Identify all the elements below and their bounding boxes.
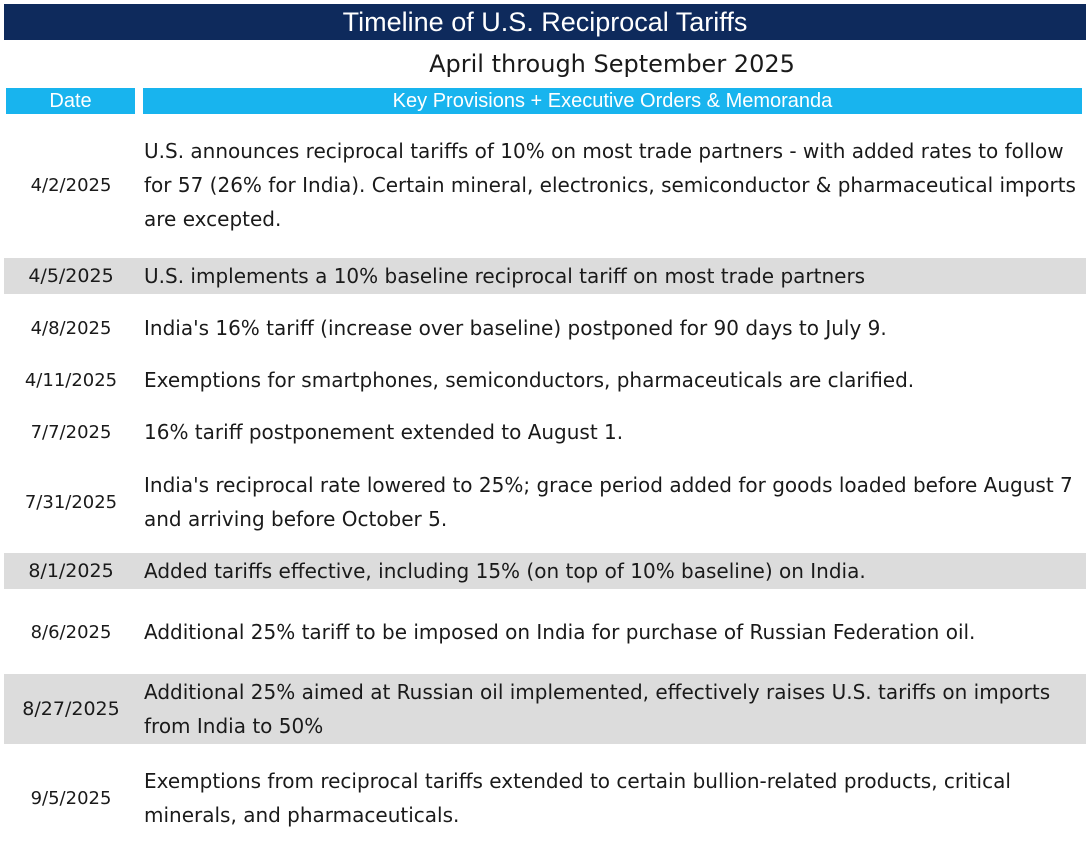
row-date: 8/27/2025	[22, 698, 120, 720]
timeline-row: 7/31/2025 India's reciprocal rate lowere…	[4, 464, 1086, 540]
row-provision: India's reciprocal rate lowered to 25%; …	[144, 473, 1073, 531]
timeline-row: 9/5/2025 Exemptions from reciprocal tari…	[4, 760, 1086, 836]
row-provision: Exemptions from reciprocal tariffs exten…	[144, 769, 1011, 827]
row-date: 4/2/2025	[30, 174, 112, 196]
row-provision: Additional 25% aimed at Russian oil impl…	[144, 680, 1051, 738]
row-date: 7/31/2025	[24, 491, 118, 513]
timeline-row: 8/27/2025 Additional 25% aimed at Russia…	[4, 674, 1086, 744]
row-provision: U.S. implements a 10% baseline reciproca…	[144, 264, 866, 288]
row-date: 4/5/2025	[28, 265, 114, 287]
row-provision: 16% tariff postponement extended to Augu…	[144, 420, 624, 444]
row-provision: U.S. announces reciprocal tariffs of 10%…	[144, 139, 1076, 231]
row-provision: Exemptions for smartphones, semiconducto…	[144, 368, 915, 392]
row-date: 9/5/2025	[30, 787, 112, 809]
row-provision: India's 16% tariff (increase over baseli…	[144, 316, 887, 340]
timeline-row: 4/11/2025 Exemptions for smartphones, se…	[4, 360, 1086, 400]
provisions-column-header: Key Provisions + Executive Orders & Memo…	[143, 88, 1082, 114]
page-subtitle: April through September 2025	[429, 50, 795, 78]
page-title: Timeline of U.S. Reciprocal Tariffs	[4, 4, 1086, 40]
row-provision: Additional 25% tariff to be imposed on I…	[144, 620, 976, 644]
row-date: 8/6/2025	[30, 621, 112, 643]
date-column-header: Date	[6, 88, 135, 114]
timeline-row: 8/6/2025 Additional 25% tariff to be imp…	[4, 610, 1086, 654]
timeline-row: 4/8/2025 India's 16% tariff (increase ov…	[4, 308, 1086, 348]
row-date: 7/7/2025	[30, 421, 112, 443]
row-date: 4/8/2025	[30, 317, 112, 339]
timeline-row: 8/1/2025 Added tariffs effective, includ…	[4, 553, 1086, 589]
timeline-row: 4/5/2025 U.S. implements a 10% baseline …	[4, 258, 1086, 294]
row-provision: Added tariffs effective, including 15% (…	[144, 559, 866, 583]
row-date: 8/1/2025	[28, 560, 114, 582]
timeline-row: 4/2/2025 U.S. announces reciprocal tarif…	[4, 126, 1086, 244]
row-date: 4/11/2025	[24, 369, 118, 391]
timeline-row: 7/7/2025 16% tariff postponement extende…	[4, 412, 1086, 452]
